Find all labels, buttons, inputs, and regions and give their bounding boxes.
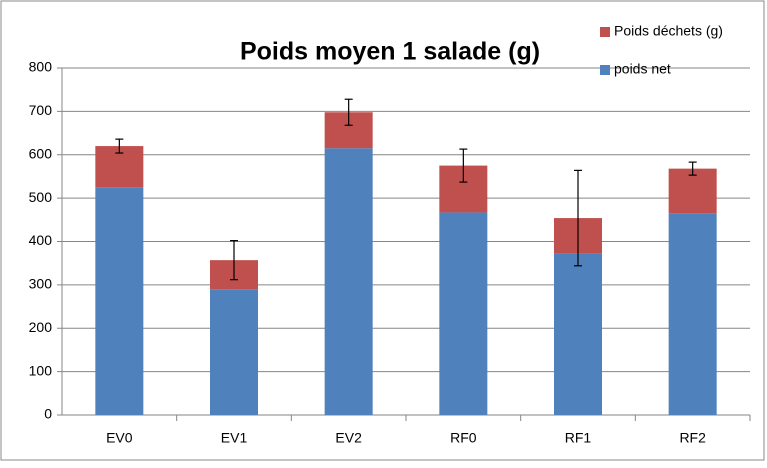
legend-label: poids net (614, 61, 671, 77)
bar-segment (95, 187, 144, 415)
x-tick-label: RF0 (450, 430, 477, 446)
bar-segment (210, 289, 258, 415)
bar-segment (439, 212, 488, 415)
y-tick-label: 800 (29, 59, 53, 75)
error-bar (230, 240, 238, 281)
legend-label: Poids déchets (g) (614, 23, 723, 39)
error-bar (459, 148, 468, 183)
bar-segment (554, 253, 602, 415)
legend-swatch (600, 27, 610, 37)
x-tick-label: RF1 (565, 430, 592, 446)
bar-segment (668, 168, 717, 214)
y-tick-label: 600 (29, 145, 53, 161)
y-tick-label: 500 (29, 189, 53, 205)
x-tick-label: RF2 (679, 430, 706, 446)
bar-segment (324, 148, 373, 415)
error-bar (574, 169, 582, 267)
y-tick-label: 100 (29, 362, 53, 378)
chart-title: Poids moyen 1 salade (g) (240, 38, 540, 66)
x-tick-label: EV0 (106, 430, 133, 446)
y-tick-label: 700 (29, 102, 53, 118)
x-tick-label: EV2 (335, 430, 362, 446)
legend-swatch (600, 65, 610, 75)
y-tick-label: 0 (44, 406, 52, 422)
bar-segment (668, 213, 717, 415)
error-bar (115, 138, 124, 154)
error-bar (344, 98, 353, 126)
y-tick-label: 400 (29, 232, 53, 248)
x-tick-label: EV1 (221, 430, 248, 446)
error-bar (688, 161, 697, 176)
y-tick-label: 300 (29, 276, 53, 292)
y-tick-label: 200 (29, 319, 53, 335)
